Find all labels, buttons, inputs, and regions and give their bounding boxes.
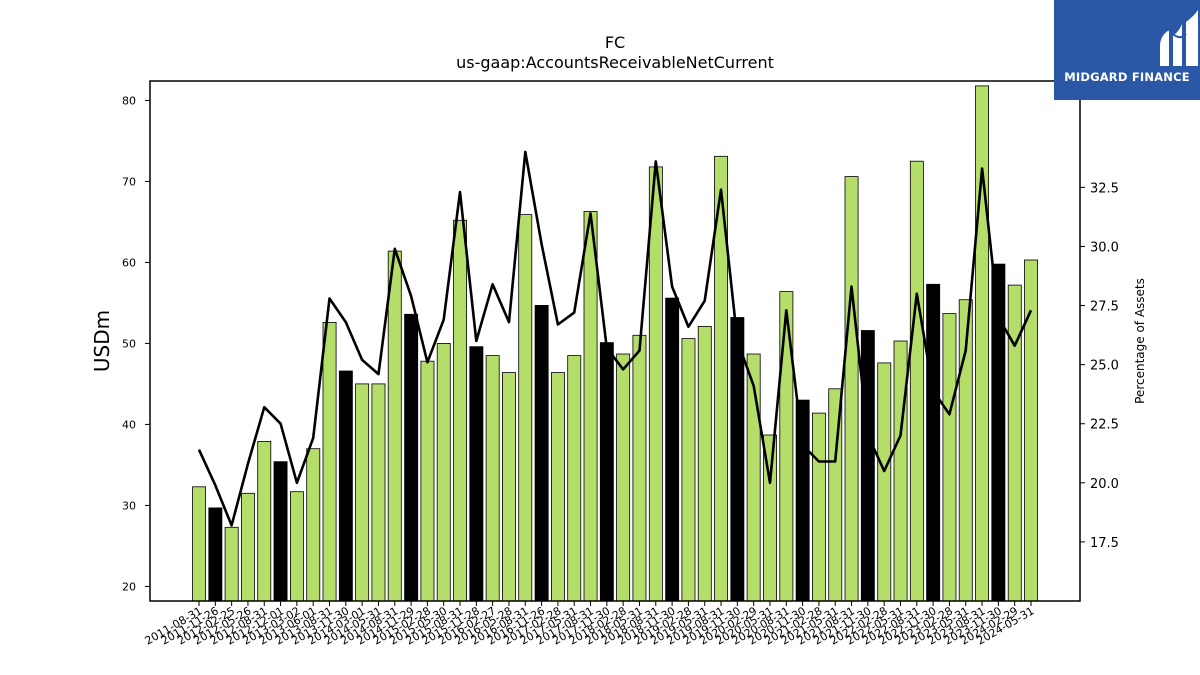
bar-2016-08-31	[518, 214, 533, 602]
bar-2020-11-30	[795, 399, 810, 602]
bar-2019-05-31	[697, 325, 712, 602]
y2-tick-label: 20.0	[1090, 477, 1119, 492]
bar-2013-03-02	[289, 491, 304, 602]
bar-2013-11-30	[338, 370, 353, 602]
line-percentage-of-assets	[197, 150, 1033, 527]
bar-2017-05-31	[567, 355, 582, 602]
bar-2015-05-30	[436, 342, 451, 602]
bar-2022-11-30	[926, 283, 941, 602]
y-tick-label: 80	[122, 94, 136, 107]
bar-2019-02-28	[681, 338, 696, 602]
y2-tick-label: 32.5	[1090, 181, 1119, 196]
chart-subtitle: us-gaap:AccountsReceivableNetCurrent	[456, 53, 774, 72]
line-series	[197, 150, 1033, 527]
y-tick-label: 40	[122, 418, 136, 431]
bar-2012-08-31	[257, 440, 272, 602]
bar-2017-11-30	[599, 342, 614, 602]
bar-2012-12-01	[273, 461, 288, 602]
midgard-logo-icon	[1160, 10, 1198, 66]
bar-2014-11-29	[404, 313, 419, 602]
y2-axis: 17.5 20.0 22.5 25.0 27.5 30.0 32.5	[1080, 181, 1119, 551]
y-tick-label: 60	[122, 256, 136, 269]
bar-2023-08-31	[975, 85, 990, 602]
y-tick-label: 50	[122, 337, 136, 350]
bar-2022-05-31	[893, 340, 908, 602]
bar-2018-08-31	[648, 166, 663, 602]
y-tick-label: 20	[122, 580, 136, 593]
bar-2023-02-28	[942, 313, 957, 602]
plot-frame	[149, 80, 1081, 602]
bar-2022-02-28	[877, 362, 892, 602]
bar-2016-02-27	[485, 355, 500, 602]
bar-2019-11-30	[730, 317, 745, 602]
bar-2014-03-01	[355, 383, 370, 602]
bar-2011-11-26	[208, 507, 223, 602]
bar-2018-05-31	[632, 334, 647, 602]
y-axis-label: USDm	[90, 310, 114, 372]
y2-tick-label: 22.5	[1090, 418, 1119, 433]
y2-tick-label: 27.5	[1090, 300, 1119, 315]
y-tick-label: 30	[122, 499, 136, 512]
bar-2013-08-31	[322, 321, 337, 602]
bar-2021-02-28	[812, 412, 826, 602]
bar-2012-05-26	[240, 492, 255, 602]
y-tick-label: 70	[122, 175, 136, 188]
bar-2011-08-31	[192, 486, 207, 602]
bar-2015-08-31	[453, 219, 468, 602]
y-axis: 20 30 40 50 60 70 80	[122, 94, 150, 593]
bar-2014-08-31	[387, 250, 402, 602]
bar-2024-02-29	[1007, 284, 1022, 602]
y2-tick-label: 25.0	[1090, 359, 1119, 374]
brand-name: MIDGARD FINANCE	[1064, 70, 1190, 84]
y2-axis-label: Percentage of Assets	[1133, 278, 1147, 404]
x-axis: 2011-08-312011-11-262012-02-252012-05-26…	[143, 601, 1037, 648]
brand-logo: MIDGARD FINANCE	[1054, 0, 1200, 100]
bar-2017-08-31	[583, 210, 598, 602]
bar-2013-06-01	[306, 448, 321, 602]
bar-2012-02-25	[224, 526, 239, 602]
y2-tick-label: 17.5	[1090, 536, 1119, 551]
bar-2014-05-31	[371, 383, 386, 602]
bar-2017-02-28	[551, 372, 565, 602]
chart-title: FC	[605, 33, 625, 52]
bar-2015-11-28	[469, 346, 484, 602]
bar-2021-11-30	[860, 330, 875, 602]
bar-2018-02-28	[616, 353, 631, 602]
bar-2021-08-31	[844, 176, 859, 602]
bar-2022-08-31	[909, 160, 924, 602]
bar-2015-02-28	[420, 360, 435, 602]
bar-2016-11-26	[534, 304, 549, 602]
bar-2018-11-30	[665, 297, 680, 602]
y2-tick-label: 30.0	[1090, 240, 1119, 255]
bar-2016-05-28	[501, 372, 516, 602]
